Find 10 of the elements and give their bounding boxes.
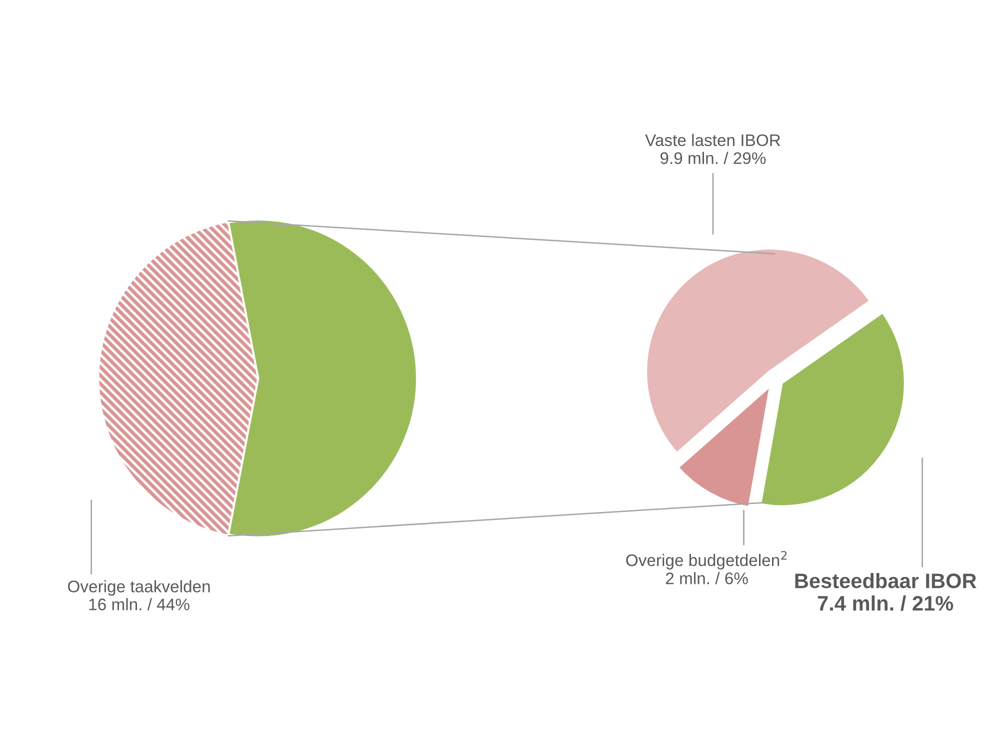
pie-slice [227, 218, 418, 538]
slice-label: Besteedbaar IBOR [795, 572, 976, 588]
data-label: 7.4 mln. / 21% [818, 595, 954, 611]
data-label: 2 mln. / 6% [666, 572, 748, 584]
slice-label: Vaste lasten IBOR [645, 134, 780, 146]
slice-label: Overige taakvelden [68, 580, 210, 596]
data-label: 9.9 mln. / 29% [660, 152, 766, 164]
data-label: 16 mln. / 44% [89, 598, 190, 610]
pie-slice [99, 222, 258, 534]
slice-label: Overige budgetdelen$^{2}$ [626, 550, 787, 570]
